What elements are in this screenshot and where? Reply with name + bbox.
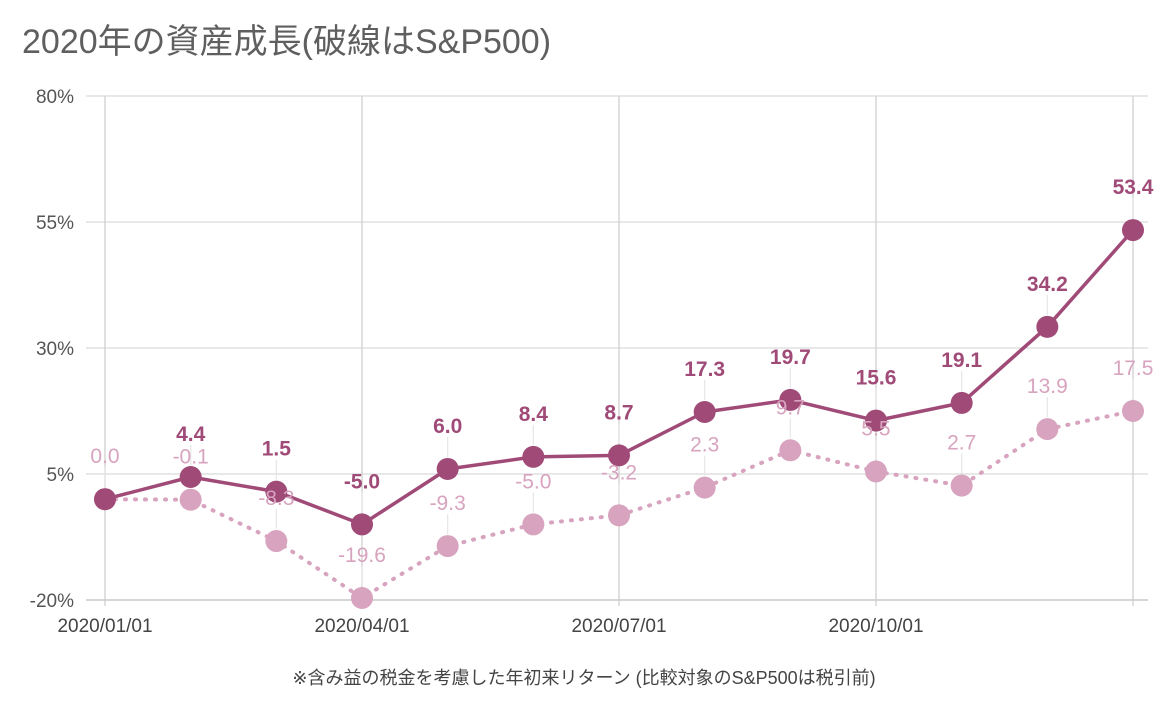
point-dotted xyxy=(1122,400,1144,422)
x-tick-label: 2020/07/01 xyxy=(571,616,666,637)
data-label-solid: 1.5 xyxy=(262,438,292,461)
data-label-dotted: -9.3 xyxy=(430,492,466,515)
data-label-solid: 6.0 xyxy=(433,415,462,438)
point-solid xyxy=(265,480,288,503)
data-label-dotted: 9.7 xyxy=(776,396,805,419)
point-dotted xyxy=(265,530,288,553)
data-label-solid: 8.4 xyxy=(519,403,549,426)
data-label-solid: 17.3 xyxy=(684,358,725,381)
point-dotted xyxy=(779,439,802,462)
data-label-solid: 8.7 xyxy=(604,401,633,424)
x-tick-label: 2020/10/01 xyxy=(828,616,923,637)
data-label-dotted: 5.5 xyxy=(861,417,890,440)
data-label-solid: 19.1 xyxy=(941,349,982,372)
data-label-dotted: -8.3 xyxy=(258,487,294,510)
point-dotted xyxy=(693,476,716,499)
data-label-solid: 53.4 xyxy=(1113,176,1154,199)
chart-title: 2020年の資産成長(破線はS&P500) xyxy=(22,23,552,61)
point-solid xyxy=(351,513,373,536)
point-dotted xyxy=(1036,418,1059,441)
data-label-dotted: -3.2 xyxy=(601,461,637,484)
data-label-solid: 4.4 xyxy=(176,423,206,446)
chart-footnote: ※含み益の税金を考慮した年初来リターン (比較対象のS&P500は税引前) xyxy=(292,668,876,688)
point-solid xyxy=(436,457,459,480)
y-tick-label: 30% xyxy=(36,339,74,360)
point-dotted xyxy=(608,504,630,527)
y-tick-label: -20% xyxy=(30,591,74,612)
series-points xyxy=(94,219,1144,609)
point-solid xyxy=(950,391,973,414)
point-solid xyxy=(1122,219,1144,242)
y-tick-label: 5% xyxy=(47,465,75,486)
data-label-dotted: 13.9 xyxy=(1027,375,1068,398)
point-solid xyxy=(865,409,887,432)
axes: 80% 55% 30% 5% -20% 2020/01/01 2020/04/01 2020/… xyxy=(30,87,924,637)
point-dotted xyxy=(950,474,973,497)
y-tick-label: 55% xyxy=(36,213,74,234)
data-label-dotted: 17.5 xyxy=(1113,357,1154,380)
point-solid xyxy=(179,466,202,489)
point-solid xyxy=(608,444,630,467)
point-solid xyxy=(94,488,116,511)
point-dotted xyxy=(522,513,545,536)
data-labels: 0.0 -0.1 -8.3 -19.6 -9.3 -5.0 -3.2 2.3 9.7 5.5 2.7… xyxy=(90,176,1153,567)
data-label-dotted: 2.3 xyxy=(690,434,719,457)
y-tick-label: 80% xyxy=(36,87,74,108)
x-tick-label: 2020/01/01 xyxy=(57,616,152,637)
x-tick-label: 2020/04/01 xyxy=(314,616,409,637)
point-solid xyxy=(522,445,545,468)
point-solid xyxy=(1036,315,1059,338)
data-label-dotted: -5.0 xyxy=(515,470,551,493)
point-solid xyxy=(693,401,716,424)
data-label-solid: 34.2 xyxy=(1027,273,1068,296)
data-label-dotted: -0.1 xyxy=(173,446,209,469)
point-dotted xyxy=(351,586,373,609)
grid xyxy=(86,95,1148,606)
point-dotted xyxy=(179,488,202,511)
data-label-dotted: 0.0 xyxy=(90,445,119,468)
data-label-solid: -5.0 xyxy=(344,470,380,493)
point-dotted xyxy=(436,535,459,558)
point-solid xyxy=(779,388,802,411)
data-label-dotted: -19.6 xyxy=(338,544,386,567)
data-label-dotted: 2.7 xyxy=(947,432,976,455)
point-dotted xyxy=(865,460,887,483)
data-label-solid: 19.7 xyxy=(770,346,811,369)
data-label-solid: 15.6 xyxy=(856,367,897,390)
